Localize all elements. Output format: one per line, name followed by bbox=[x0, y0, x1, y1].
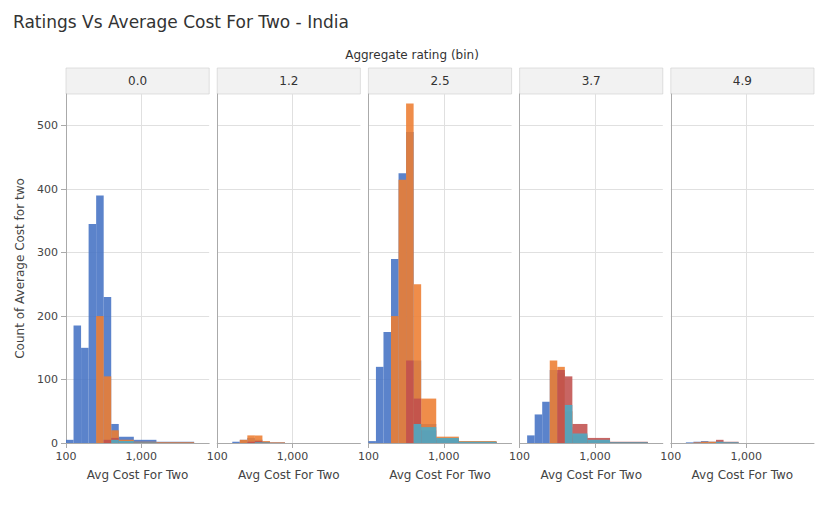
svg-text:2.5: 2.5 bbox=[430, 74, 449, 88]
svg-text:1.2: 1.2 bbox=[279, 74, 298, 88]
svg-text:100: 100 bbox=[207, 450, 228, 463]
svg-text:Avg Cost For Two: Avg Cost For Two bbox=[238, 468, 340, 482]
svg-text:1,000: 1,000 bbox=[730, 450, 762, 463]
svg-text:100: 100 bbox=[37, 373, 58, 386]
svg-text:3.7: 3.7 bbox=[582, 74, 601, 88]
svg-text:1,000: 1,000 bbox=[277, 450, 309, 463]
svg-text:300: 300 bbox=[37, 246, 58, 259]
svg-text:100: 100 bbox=[660, 450, 681, 463]
svg-text:Ratings Vs Average Cost For Tw: Ratings Vs Average Cost For Two - India bbox=[13, 12, 349, 32]
svg-text:Avg Cost For Two: Avg Cost For Two bbox=[540, 468, 642, 482]
svg-text:500: 500 bbox=[37, 119, 58, 132]
svg-text:4.9: 4.9 bbox=[733, 74, 752, 88]
svg-text:100: 100 bbox=[358, 450, 379, 463]
svg-text:Avg Cost For Two: Avg Cost For Two bbox=[87, 468, 189, 482]
svg-text:Count of Average Cost for two: Count of Average Cost for two bbox=[13, 178, 27, 359]
svg-text:Aggregate rating (bin): Aggregate rating (bin) bbox=[345, 48, 479, 62]
svg-text:0: 0 bbox=[51, 437, 58, 450]
svg-text:0.0: 0.0 bbox=[128, 74, 147, 88]
svg-text:Avg Cost For Two: Avg Cost For Two bbox=[692, 468, 794, 482]
svg-text:Avg Cost For Two: Avg Cost For Two bbox=[389, 468, 491, 482]
svg-text:1,000: 1,000 bbox=[126, 450, 158, 463]
svg-text:400: 400 bbox=[37, 183, 58, 196]
svg-text:100: 100 bbox=[509, 450, 530, 463]
svg-text:100: 100 bbox=[56, 450, 77, 463]
svg-text:200: 200 bbox=[37, 310, 58, 323]
svg-text:1,000: 1,000 bbox=[428, 450, 460, 463]
svg-text:1,000: 1,000 bbox=[579, 450, 611, 463]
